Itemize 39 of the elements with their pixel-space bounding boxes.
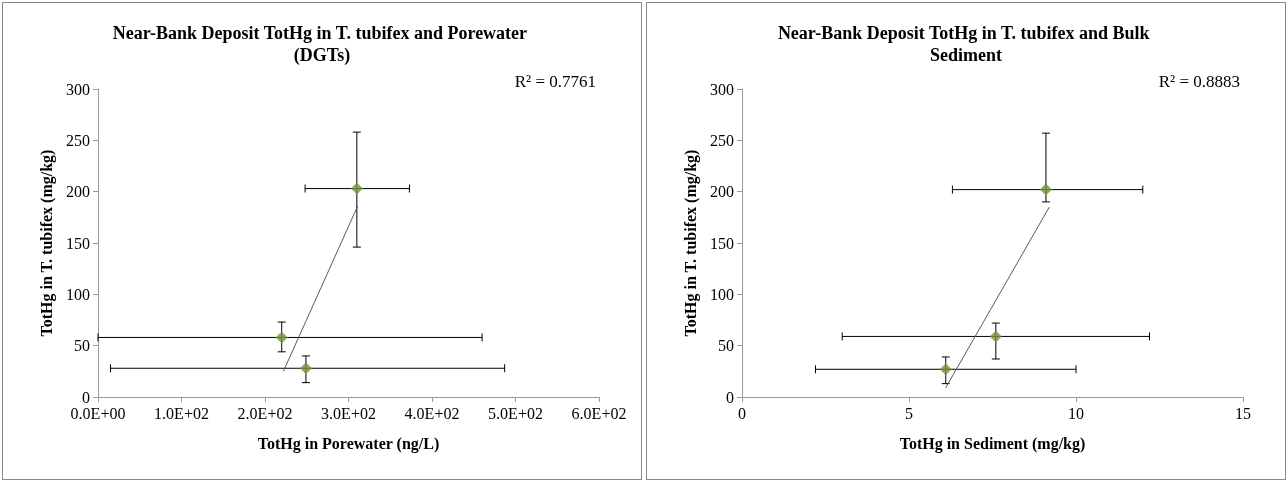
point bbox=[989, 330, 1002, 343]
chart-title: Near-Bank Deposit TotHg in T. tubifex and Bulk Sediment bbox=[777, 23, 1155, 65]
y-tick-label: 150 bbox=[66, 234, 90, 252]
chart-title: Near-Bank Deposit TotHg in T. tubifex and Porewater (DGTs) bbox=[112, 23, 532, 66]
x-tick-label: 6.0E+02 bbox=[571, 404, 627, 422]
y-tick-label: 300 bbox=[710, 80, 734, 98]
point bbox=[1039, 183, 1052, 196]
annotation: R² = 0.7761 bbox=[514, 72, 597, 91]
y-tick-label: 0 bbox=[726, 388, 734, 406]
x-tick-label: 4.0E+02 bbox=[404, 404, 460, 422]
y-tick-label: 250 bbox=[66, 131, 90, 149]
point bbox=[350, 182, 363, 195]
y-tick-label: 50 bbox=[74, 337, 90, 355]
y-tick-label: 150 bbox=[710, 234, 734, 252]
point bbox=[939, 363, 952, 376]
point bbox=[299, 362, 312, 375]
y-tick-label: 0 bbox=[82, 388, 90, 406]
y-tick-label: 300 bbox=[66, 80, 90, 98]
point bbox=[275, 331, 288, 344]
y-axis-title: TotHg in T. tubifex (mg/kg) bbox=[681, 149, 700, 337]
x-axis-title: TotHg in Sediment (mg/kg) bbox=[899, 434, 1086, 453]
y-axis-title: TotHg in T. tubifex (mg/kg) bbox=[37, 149, 56, 337]
x-tick-label: 5 bbox=[905, 404, 913, 422]
x-tick-label: 15 bbox=[1235, 404, 1251, 422]
y-tick-label: 200 bbox=[710, 183, 734, 201]
y-tick-label: 100 bbox=[66, 285, 90, 303]
x-tick-label: 0 bbox=[738, 404, 746, 422]
y-tick-label: 100 bbox=[710, 285, 734, 303]
x-tick-label: 3.0E+02 bbox=[321, 404, 376, 422]
annotation: R² = 0.8883 bbox=[1158, 72, 1241, 91]
y-tick-label: 250 bbox=[710, 131, 734, 149]
y-tick-label: 50 bbox=[718, 337, 734, 355]
x-tick-label: 1.0E+02 bbox=[154, 404, 209, 422]
x-tick-label: 2.0E+02 bbox=[237, 404, 293, 422]
x-axis-title: TotHg in Porewater (ng/L) bbox=[257, 434, 440, 453]
x-tick-label: 5.0E+02 bbox=[488, 404, 543, 422]
x-tick-label: 10 bbox=[1068, 404, 1084, 422]
x-tick-label: 0.0E+00 bbox=[70, 404, 126, 422]
y-tick-label: 200 bbox=[66, 183, 90, 201]
